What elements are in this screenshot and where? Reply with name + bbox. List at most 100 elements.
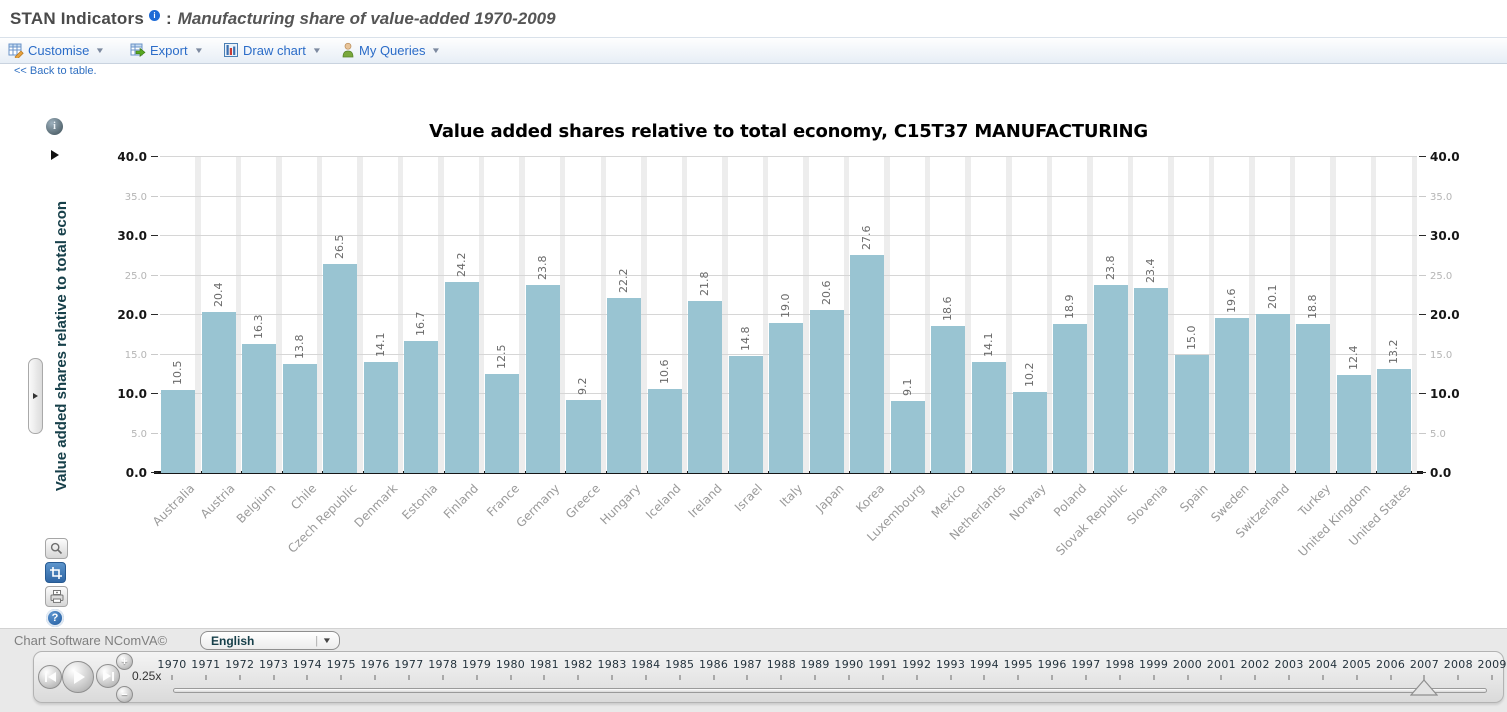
bar-japan[interactable] — [809, 310, 844, 473]
bar-value-label: 23.8 — [1103, 255, 1117, 280]
bar-belgium[interactable] — [242, 344, 277, 473]
customise-menu-button[interactable]: Customise ▼ — [8, 40, 106, 60]
expand-arrow-icon[interactable] — [51, 150, 59, 160]
bar-israel[interactable] — [728, 356, 763, 473]
x-axis-category-label: Turkey — [1295, 481, 1333, 519]
bar-italy[interactable] — [769, 322, 804, 473]
crop-tool-button[interactable] — [45, 562, 66, 583]
bar-spain[interactable] — [1174, 354, 1209, 473]
bar-hungary[interactable] — [607, 297, 642, 473]
timeline-year-label: 1978 — [428, 658, 458, 671]
timeline-tick — [713, 675, 715, 680]
bar-netherlands[interactable] — [971, 361, 1006, 473]
y-axis-tick — [151, 235, 158, 236]
back-triangle-icon — [47, 672, 56, 682]
draw-chart-menu-button[interactable]: Draw chart ▼ — [223, 40, 322, 60]
bar-value-label: 10.5 — [171, 360, 184, 386]
timeline-tick — [1017, 675, 1019, 680]
bar-australia[interactable] — [161, 390, 196, 473]
bar-france[interactable] — [485, 374, 520, 473]
column-stripe — [641, 157, 647, 473]
toolbar: Customise ▼ Export ▼ Draw chart ▼ — [0, 37, 1507, 64]
bar-slovak-republic[interactable] — [1093, 284, 1128, 473]
column-stripe — [1208, 157, 1215, 473]
info-icon[interactable]: i — [148, 9, 160, 21]
print-button[interactable] — [45, 586, 68, 607]
help-button[interactable]: ? — [46, 609, 64, 627]
y-axis-label: 0.0 — [1430, 466, 1452, 480]
bar-greece[interactable] — [566, 400, 601, 473]
speed-down-button[interactable]: − — [116, 686, 133, 703]
playback-speed-label: 0.25x — [132, 669, 162, 683]
export-menu-button[interactable]: Export ▼ — [130, 40, 204, 60]
bar-switzerland[interactable] — [1255, 314, 1290, 473]
bar-turkey[interactable] — [1296, 324, 1331, 473]
x-axis-category-label: Norway — [1006, 481, 1049, 524]
language-select[interactable]: English | ▼ — [200, 631, 340, 650]
bar-finland[interactable] — [444, 281, 479, 473]
bar-value-label: 14.8 — [738, 326, 752, 352]
timeline-year-label: 1993 — [935, 658, 966, 671]
step-back-button[interactable] — [38, 665, 62, 689]
bar-norway[interactable] — [1012, 392, 1047, 473]
bar-germany[interactable] — [525, 284, 560, 473]
bar-ireland[interactable] — [688, 300, 723, 473]
column-stripe — [681, 157, 688, 473]
bar-poland[interactable] — [1053, 323, 1088, 473]
bar-denmark[interactable] — [363, 361, 398, 473]
timeline-tick — [374, 675, 376, 680]
my-queries-menu-button[interactable]: My Queries ▼ — [341, 40, 442, 60]
timeline-tick — [239, 675, 241, 680]
x-axis-category-label: Mexico — [928, 481, 968, 521]
side-panel-handle[interactable] — [28, 358, 43, 434]
bar-estonia[interactable] — [404, 341, 439, 473]
chart-info-icon[interactable]: i — [46, 118, 63, 135]
x-axis-category-label: Estonia — [399, 481, 441, 523]
column-stripe — [1006, 157, 1012, 473]
bar-value-label: 18.8 — [1306, 294, 1320, 320]
bar-value-label: 9.1 — [900, 378, 914, 397]
x-axis-category-label: United Kingdom — [1295, 481, 1374, 560]
timeline-slider-track[interactable] — [173, 688, 1487, 693]
page-title: STAN Indicators — [10, 9, 144, 28]
bar-united-kingdom[interactable] — [1336, 375, 1371, 473]
timeline-panel: + − 0.25x 1970 1971 1972 1973 1974 1975 1976 19… — [33, 651, 1506, 703]
speed-up-button[interactable]: + — [116, 653, 133, 670]
chevron-down-icon: ▼ — [431, 45, 442, 55]
back-to-table-link[interactable]: << Back to table. — [14, 65, 97, 77]
column-stripe — [438, 157, 444, 473]
bar-value-label: 12.5 — [495, 344, 509, 370]
chart-title: Value added shares relative to total eco… — [429, 121, 1148, 142]
bar-value-label: 12.4 — [1346, 345, 1360, 371]
bar-korea[interactable] — [850, 254, 885, 473]
timeline-year-label: 1973 — [258, 658, 289, 671]
x-axis-category-label: Japan — [812, 481, 847, 515]
timeline-slider-handle[interactable] — [1410, 679, 1439, 701]
export-icon — [130, 43, 146, 58]
zoom-tool-button[interactable] — [45, 538, 68, 559]
export-label: Export — [150, 42, 188, 58]
timeline-tick — [1153, 675, 1155, 680]
bar-sweden[interactable] — [1215, 318, 1250, 473]
x-axis-category-label: Finland — [441, 481, 482, 522]
y-axis-tick — [151, 393, 158, 394]
bar-value-label: 27.6 — [860, 225, 874, 250]
bar-chile[interactable] — [282, 363, 317, 473]
bar-slovenia[interactable] — [1134, 288, 1169, 473]
timeline-tick — [510, 675, 511, 680]
step-forward-button[interactable] — [96, 664, 120, 688]
bar-iceland[interactable] — [647, 389, 682, 473]
timeline-tick — [950, 675, 952, 680]
bar-united-states[interactable] — [1377, 368, 1412, 473]
play-button[interactable] — [62, 661, 94, 693]
bar-luxembourg[interactable] — [890, 401, 925, 473]
bar-mexico[interactable] — [931, 326, 966, 473]
timeline-tick — [848, 675, 850, 680]
timeline-tick — [1085, 675, 1087, 680]
timeline-year-label: 1996 — [1037, 658, 1067, 671]
bar-austria[interactable] — [201, 311, 236, 473]
y-axis-tick — [151, 432, 158, 434]
bar-czech-republic[interactable] — [323, 263, 358, 473]
chevron-down-icon: ▼ — [311, 45, 322, 55]
column-stripe — [843, 157, 850, 473]
